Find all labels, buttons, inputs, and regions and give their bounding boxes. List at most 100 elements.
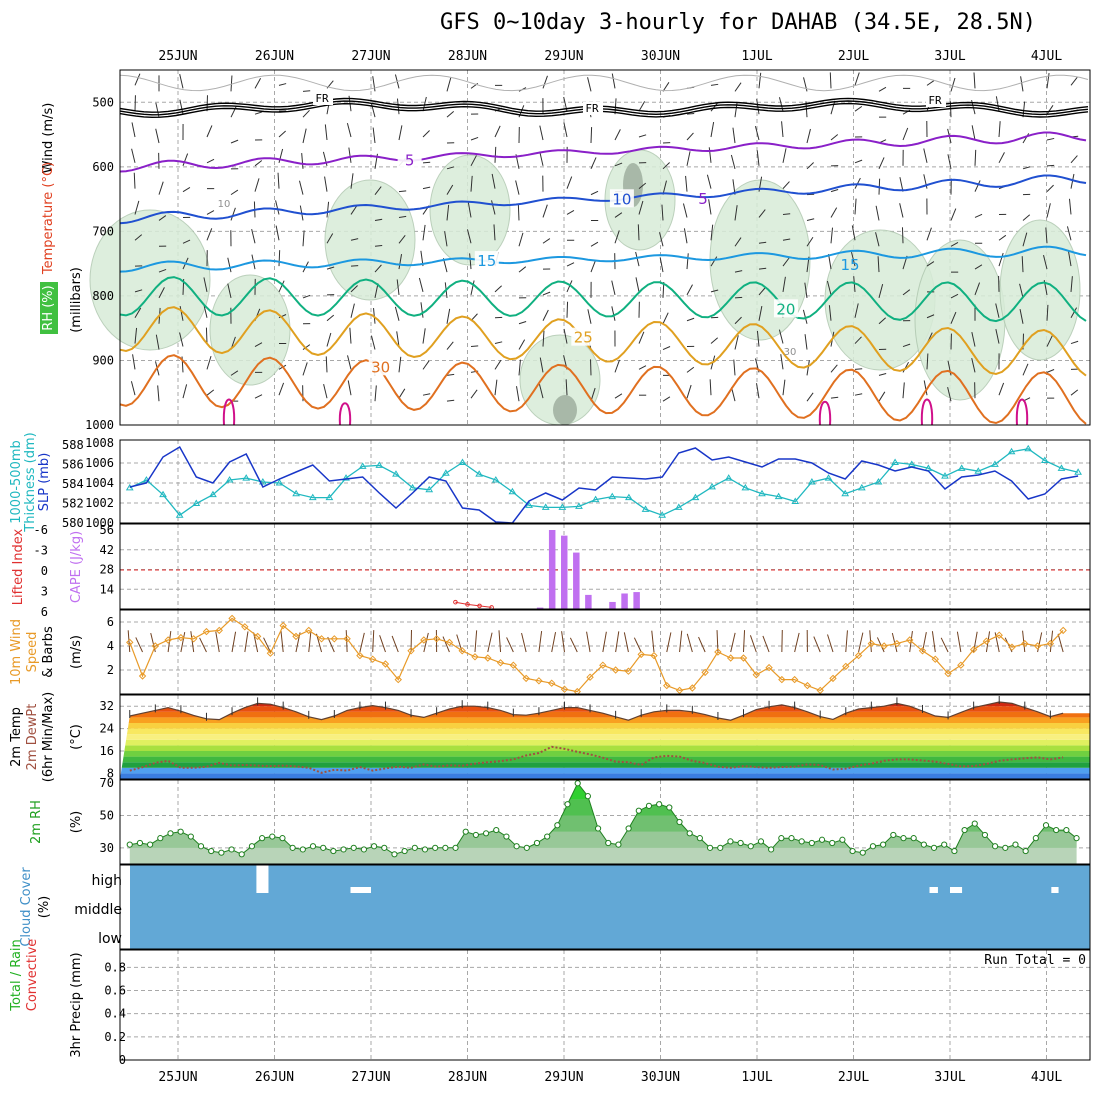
ua-barb-315 [710, 289, 719, 293]
ua-barb-35 [179, 305, 184, 321]
ua-barb-249 [590, 241, 599, 247]
ua-barb-508 [1070, 276, 1073, 292]
ua-barb-257 [614, 98, 617, 115]
wind-marker-63 [931, 655, 939, 663]
wind-barb-59 [876, 637, 885, 653]
wind-marker-25 [445, 638, 454, 647]
prec-tick-1: 0.6 [104, 984, 126, 998]
ua-barb-138 [370, 335, 376, 350]
ua-barb-475 [1022, 101, 1026, 118]
ua-barb-421 [902, 361, 909, 373]
ua-barb-441 [950, 208, 957, 221]
ua-barb-44 [206, 228, 213, 241]
ua-barb-342 [758, 305, 763, 321]
wind-marker-24 [432, 635, 441, 643]
wind-barb-54 [813, 636, 821, 653]
thickness-marker-21 [475, 470, 484, 477]
rh-band-3 [129, 783, 1077, 800]
rh-marker-24 [370, 843, 378, 850]
ua-barb-378 [828, 253, 832, 270]
ua-barb-152 [398, 356, 402, 373]
wind-marker-8 [228, 614, 236, 623]
ua-barb-323 [730, 154, 736, 169]
ua-barb-305 [686, 366, 695, 373]
isotherm-label-bg-10 [609, 189, 634, 208]
wind-barb-5 [190, 631, 195, 653]
thk-ylabel-2: Thickness (dm) [23, 432, 38, 532]
ua-barb-449 [973, 72, 976, 89]
wind-marker-21 [394, 675, 402, 684]
prec-ylabel: 3hr Precip (mm) [69, 952, 84, 1057]
ua-barb-320 [734, 82, 742, 92]
wind-barb-19 [372, 630, 375, 653]
ua-barb-291 [662, 346, 671, 351]
temp-band-10 [120, 717, 1090, 723]
wind-barb-67 [985, 631, 991, 653]
cape-bar-38 [585, 594, 592, 609]
wind-barb-49 [749, 635, 757, 653]
ua-barb-142 [396, 98, 400, 115]
prec-ylabel-total: Total / Rain [9, 939, 24, 1012]
ua-barb-367 [802, 309, 808, 324]
ua-barb-209 [515, 180, 520, 195]
rh-marker-57 [706, 844, 714, 851]
ua-barb-498 [1046, 369, 1055, 373]
data-layer [89, 72, 1090, 949]
ua-barb-79 [278, 130, 287, 138]
rh-label-10: 10 [218, 199, 231, 210]
ua-barb-464 [998, 152, 1005, 164]
ua-barb-387 [854, 159, 863, 164]
temp-line [129, 701, 1064, 721]
ua-barb-228 [542, 330, 545, 347]
ua-barb-107 [324, 176, 328, 192]
ua-barb-497 [1046, 335, 1053, 347]
rh-dark-1 [553, 395, 577, 425]
ua-barb-442 [950, 242, 959, 247]
ua-barb-48 [205, 327, 208, 344]
ua-barb-331 [733, 359, 736, 376]
wind-marker-9 [241, 623, 249, 631]
frame-ua [119, 69, 1091, 426]
ua-barb-377 [830, 227, 834, 244]
cloud-gap-0 [256, 865, 269, 893]
rh-marker-83 [971, 820, 978, 827]
ua-barb-268 [614, 393, 623, 399]
rh-marker-16 [289, 844, 296, 851]
ua-barb-463 [998, 121, 1001, 138]
ua-ytick-4: 900 [92, 353, 114, 367]
date-bottom-7: 2JUL [838, 1070, 869, 1085]
ua-barb-479 [1022, 214, 1031, 221]
ua-barb-476 [1022, 133, 1030, 144]
thickness-marker-29 [608, 492, 617, 500]
ua-barb-361 [806, 162, 814, 170]
ua-barb-363 [806, 218, 815, 221]
ua-barb-322 [732, 127, 736, 144]
rh-marker-14 [269, 833, 276, 840]
wind-marker-72 [1046, 639, 1055, 648]
ua-barb-147 [398, 234, 406, 244]
slp-tick-3: 1002 [85, 496, 114, 510]
wind-barb-40 [633, 637, 642, 653]
ua-barb-373 [830, 134, 839, 141]
thickness-marker-39 [774, 492, 783, 500]
ua-barb-487 [1046, 72, 1050, 89]
wind-marker-15 [317, 635, 326, 643]
date-top-1: 26JUN [255, 49, 294, 64]
ua-barb-223 [542, 204, 548, 218]
ua-barb-218 [542, 75, 548, 89]
wind-marker-33 [547, 679, 556, 687]
rh-marker-28 [411, 844, 418, 851]
wind-marker-50 [765, 663, 773, 672]
isotherm-20 [119, 276, 1087, 323]
rh-marker-67 [808, 839, 815, 847]
ua-barb-309 [710, 122, 715, 138]
ua-barb-204 [494, 379, 498, 396]
ua-barb-156 [422, 161, 431, 164]
ua-barb-448 [947, 386, 952, 402]
rh-marker-38 [513, 843, 520, 850]
cape-bar-37 [573, 552, 580, 609]
ua-barb-17 [158, 181, 164, 195]
ua-barb-303 [686, 317, 695, 322]
ua-barb-197 [491, 200, 496, 215]
ua-barb-369 [806, 360, 810, 376]
